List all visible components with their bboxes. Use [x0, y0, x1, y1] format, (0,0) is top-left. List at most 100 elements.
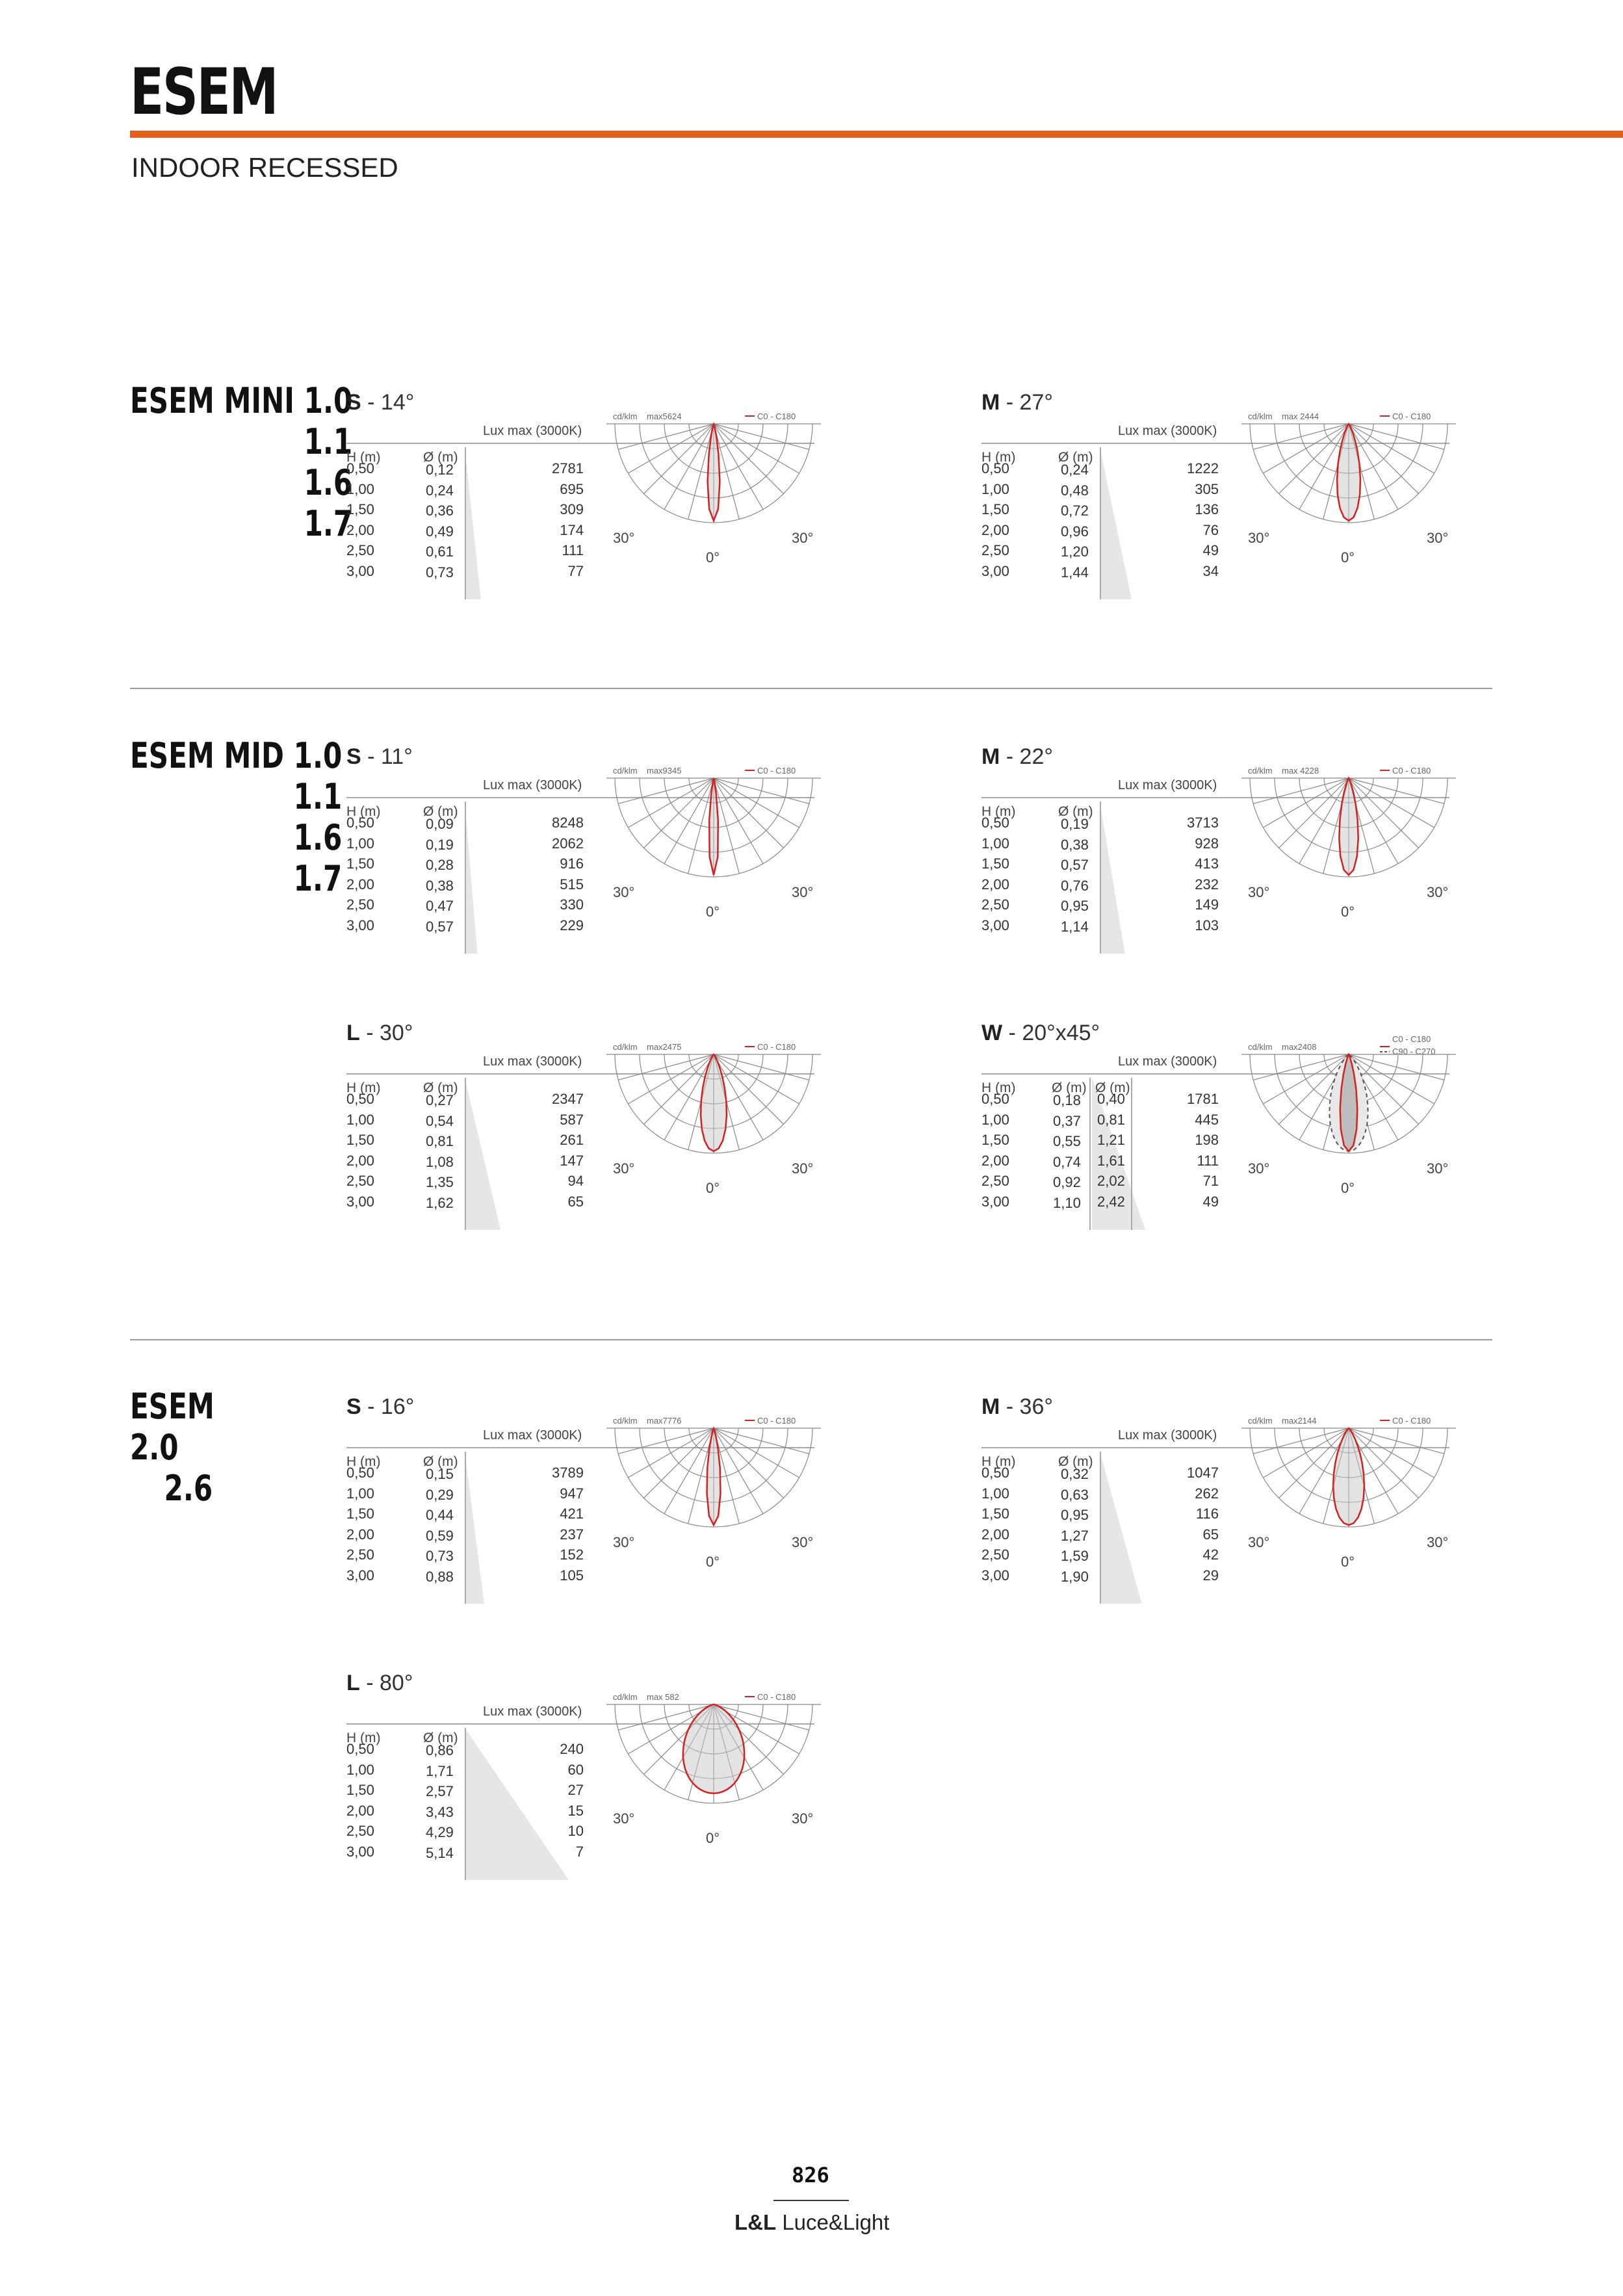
- col-header-d: Ø (m): [423, 804, 458, 819]
- photometric-panel: M - 22° Lux max (3000K) H (m) Ø (m) 0,50 0,19…: [981, 744, 1456, 959]
- beam-title: L - 30°: [346, 1021, 413, 1046]
- beam-title: M - 22°: [981, 744, 1053, 770]
- lux-value: 413: [1195, 855, 1219, 872]
- polar-spoke: [1348, 777, 1399, 864]
- polar-spoke: [1263, 1428, 1349, 1478]
- polar-spoke: [1279, 777, 1349, 848]
- lux-max-header: Lux max (3000K): [1118, 1428, 1217, 1442]
- polar-spoke: [713, 1054, 784, 1125]
- column-rule: [465, 1452, 466, 1604]
- beam-letter: S: [346, 1394, 361, 1419]
- diameter-value: 0,38: [1061, 837, 1089, 853]
- lux-value: 947: [560, 1485, 584, 1502]
- polar-spoke: [1263, 777, 1349, 828]
- diameter-value: 0,24: [426, 482, 454, 499]
- polar-spoke: [713, 1054, 809, 1080]
- diameter2-value: 1,61: [1097, 1153, 1125, 1169]
- lux-value: 76: [1202, 522, 1219, 538]
- angle-label-0: 0°: [706, 549, 720, 566]
- header-rule: [346, 1447, 814, 1448]
- cdklm-label: cd/klm: [1248, 766, 1273, 776]
- brand-rest: Luce&Light: [776, 2210, 890, 2234]
- polar-spoke: [1253, 1428, 1349, 1454]
- column-rule: [1131, 1078, 1132, 1230]
- polar-spoke: [1263, 1054, 1349, 1104]
- height-value: 2,50: [981, 542, 1009, 558]
- col-header-d2: Ø (m): [1095, 1080, 1130, 1095]
- height-value: 2,00: [981, 1153, 1009, 1169]
- height-value: 1,50: [346, 1132, 374, 1148]
- lux-value: 42: [1202, 1546, 1219, 1563]
- cdklm-label: cd/klm: [613, 766, 638, 776]
- height-value: 3,00: [346, 563, 374, 579]
- angle-label-30-right: 30°: [792, 530, 813, 546]
- lux-value: 928: [1195, 835, 1219, 852]
- polar-spoke: [1348, 423, 1435, 474]
- polar-spoke: [713, 423, 764, 510]
- beam-separator: -: [361, 1394, 381, 1419]
- diameter-value: 1,44: [1061, 564, 1089, 581]
- diameter-value: 0,88: [426, 1569, 454, 1585]
- diameter2-value: 2,42: [1097, 1194, 1125, 1210]
- lux-value: 27: [567, 1782, 584, 1798]
- diameter2-value: 0,81: [1097, 1112, 1125, 1128]
- height-value: 1,00: [981, 481, 1009, 497]
- beam-letter: L: [346, 1671, 360, 1695]
- diameter-value: 1,14: [1061, 919, 1089, 935]
- beam-separator: -: [359, 1021, 380, 1045]
- polar-spoke: [713, 423, 799, 474]
- polar-grid: [606, 777, 821, 878]
- height-value: 2,50: [981, 1173, 1009, 1189]
- photometric-panel: S - 11° Lux max (3000K) H (m) Ø (m) 0,50 0,09…: [346, 744, 821, 959]
- lux-value: 105: [560, 1567, 584, 1584]
- height-value: 2,00: [346, 1803, 374, 1819]
- polar-spoke: [713, 1428, 764, 1514]
- polar-spoke: [618, 1704, 714, 1730]
- lux-value: 229: [560, 917, 584, 933]
- beam-spread-wedge: [1100, 1452, 1142, 1604]
- polar-spoke: [643, 423, 714, 494]
- beam-angle: 80°: [380, 1671, 413, 1695]
- diameter-value: 1,20: [1061, 543, 1089, 560]
- beam-angle: 30°: [380, 1021, 413, 1045]
- polar-spoke: [664, 1428, 714, 1514]
- lux-max-header: Lux max (3000K): [1118, 1054, 1217, 1069]
- height-value: 2,50: [346, 1823, 374, 1839]
- diameter-value: 0,32: [1061, 1466, 1089, 1482]
- height-value: 2,00: [346, 1153, 374, 1169]
- beam-spread-wedge: [1100, 447, 1132, 599]
- height-value: 1,00: [981, 1485, 1009, 1502]
- diameter-value: 0,81: [426, 1133, 454, 1149]
- height-value: 2,50: [346, 1546, 374, 1563]
- photometric-panel: M - 36° Lux max (3000K) H (m) Ø (m) 0,50 0,32…: [981, 1394, 1456, 1609]
- diameter-value: 1,35: [426, 1174, 454, 1190]
- diameter2-value: 1,21: [1097, 1132, 1125, 1148]
- photometric-panel: M - 27° Lux max (3000K) H (m) Ø (m) 0,50 0,24…: [981, 390, 1456, 605]
- col-header-h: H (m): [346, 450, 381, 465]
- brand-bold: L&L: [734, 2210, 777, 2234]
- diameter-value: 0,59: [426, 1528, 454, 1544]
- diameter2-value: 2,02: [1097, 1173, 1125, 1189]
- beam-separator: -: [1000, 744, 1020, 769]
- height-value: 1,50: [346, 1506, 374, 1522]
- col-header-d: Ø (m): [423, 1080, 458, 1095]
- polar-spoke: [1348, 1428, 1419, 1498]
- height-value: 1,50: [346, 855, 374, 872]
- max-intensity-label: max7776: [647, 1416, 681, 1426]
- height-value: 2,50: [346, 542, 374, 558]
- col-header-d: Ø (m): [1052, 1080, 1087, 1095]
- col-header-h: H (m): [981, 450, 1016, 465]
- diameter-value: 0,55: [1053, 1133, 1081, 1149]
- height-value: 2,50: [981, 1546, 1009, 1563]
- polar-spoke: [1348, 777, 1419, 848]
- polar-spoke: [713, 1428, 784, 1498]
- polar-spoke: [643, 1428, 714, 1498]
- beam-spread-wedge: [1100, 802, 1125, 954]
- polar-spoke: [628, 777, 714, 828]
- header-rule: [346, 1723, 814, 1725]
- lux-value: 3789: [552, 1465, 584, 1481]
- col-header-d: Ø (m): [1058, 450, 1093, 465]
- header-rule: [981, 1447, 1449, 1448]
- polar-spoke: [1348, 777, 1444, 804]
- beam-title: S - 11°: [346, 744, 413, 770]
